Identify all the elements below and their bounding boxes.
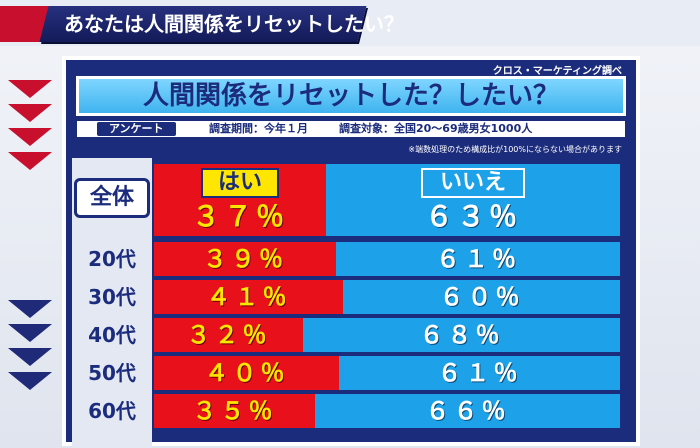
value-label-yes: ４０％ xyxy=(204,359,289,387)
bar-no: ６１％ xyxy=(339,356,620,390)
stacked-bar-chart: 全体 はい ３７％ いいえ ６３％ 20代 ３９％ ６１％ 30代 ４１％ ６０％ 40代 ３２％ ６８％… xyxy=(66,158,636,448)
category-label: 全体 xyxy=(74,178,150,218)
chevron-down-icon xyxy=(8,104,52,122)
chevron-down-icon xyxy=(8,324,52,342)
bar-yes: ３２％ xyxy=(154,318,303,352)
category-label: 40代 xyxy=(88,323,136,347)
bar-no: ６６％ xyxy=(315,394,620,428)
value-label-yes: ３５％ xyxy=(192,397,277,425)
legend-yes: はい xyxy=(201,168,279,198)
chevron-down-icon xyxy=(8,372,52,390)
value-label-no: ６６％ xyxy=(425,397,510,425)
bar-yes: ４０％ xyxy=(154,356,339,390)
bar-yes: ４１％ xyxy=(154,280,343,314)
bar-row: ４０％ ６１％ xyxy=(154,356,620,390)
survey-period: 調査期間：今年１月 xyxy=(209,122,308,135)
value-label-yes: ３９％ xyxy=(203,245,287,273)
survey-info: アンケート 調査期間：今年１月 調査対象：全国20～69歳男女1000人 xyxy=(76,120,626,138)
survey-target: 調査対象：全国20～69歳男女1000人 xyxy=(339,122,533,135)
bar-no: いいえ ６３％ xyxy=(326,164,620,236)
chevron-down-icon xyxy=(8,348,52,366)
headline: あなたは人間関係をリセットしたい？ xyxy=(64,12,404,36)
bar-row: ４１％ ６０％ xyxy=(154,280,620,314)
bar-row: ３２％ ６８％ xyxy=(154,318,620,352)
category-label: 50代 xyxy=(88,361,136,385)
chevron-down-icon xyxy=(8,80,52,98)
value-label-no: ６８％ xyxy=(419,321,504,349)
value-label-yes: ３７％ xyxy=(191,200,288,233)
category-label: 30代 xyxy=(88,285,136,309)
source-credit: クロス・マーケティング調べ xyxy=(492,66,622,77)
survey-panel: クロス・マーケティング調べ 人間関係をリセットした？したい？ アンケート 調査期… xyxy=(62,56,640,448)
bar-no: ６８％ xyxy=(303,318,620,352)
value-label-yes: ４１％ xyxy=(206,283,291,311)
chevron-down-icon xyxy=(8,152,52,170)
value-label-no: ６０％ xyxy=(439,283,524,311)
category-label: 60代 xyxy=(88,399,136,423)
legend-no: いいえ xyxy=(421,168,525,198)
blue-chevrons xyxy=(8,300,54,396)
bar-yes: はい ３７％ xyxy=(154,164,326,236)
bar-row: はい ３７％ いいえ ６３％ xyxy=(154,164,620,236)
bar-no: ６１％ xyxy=(336,242,620,276)
chevron-down-icon xyxy=(8,128,52,146)
category-label: 20代 xyxy=(88,247,136,271)
bar-row: ３９％ ６１％ xyxy=(154,242,620,276)
rounding-note: ※端数処理のため構成比が100%にならない場合があります xyxy=(408,145,622,154)
chevron-down-icon xyxy=(8,300,52,318)
bar-row: ３５％ ６６％ xyxy=(154,394,620,428)
value-label-no: ６１％ xyxy=(436,245,520,273)
chart-title: 人間関係をリセットした？したい？ xyxy=(76,76,626,116)
survey-tag: アンケート xyxy=(97,122,176,136)
value-label-no: ６３％ xyxy=(424,200,521,233)
value-label-no: ６１％ xyxy=(437,359,522,387)
bar-yes: ３５％ xyxy=(154,394,315,428)
red-chevrons xyxy=(8,80,54,176)
bar-yes: ３９％ xyxy=(154,242,336,276)
bar-no: ６０％ xyxy=(343,280,620,314)
value-label-yes: ３２％ xyxy=(186,321,271,349)
